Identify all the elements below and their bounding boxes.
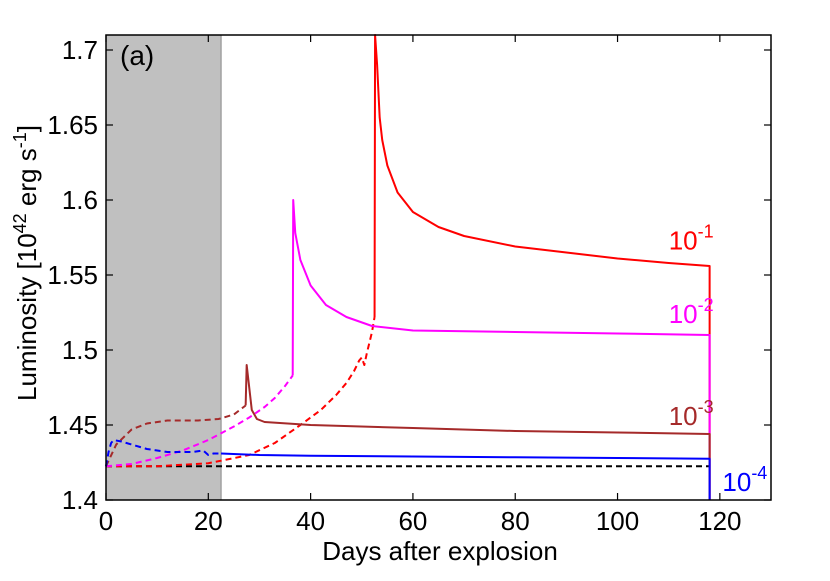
- series-1-solid-line: [373, 34, 711, 500]
- series-3-dashed-line: [105, 404, 247, 467]
- series-label-base: 10: [669, 299, 698, 329]
- y-axis-label-exp2: -1: [10, 132, 30, 148]
- y-axis-label-base: Luminosity [10: [12, 233, 42, 401]
- y-axis-label-end: ]: [12, 125, 42, 132]
- x-tick-label: 0: [99, 506, 113, 536]
- series-label-exponent: -4: [751, 463, 767, 483]
- series-4-solid-line: [221, 452, 711, 500]
- series-1-dashed-line: [106, 316, 376, 468]
- axes: 0 20 40 60 80 100 120 1.4 1.45 1.5 1.55 1.6 1.65 1.7: [47, 34, 772, 536]
- series-4-dashed-line: [105, 439, 222, 467]
- x-tick-label: 120: [698, 506, 741, 536]
- x-axis-label: Days after explosion: [322, 536, 558, 566]
- series-label-exponent: -1: [698, 222, 714, 242]
- series-label-base: 10: [669, 401, 698, 431]
- y-tick-label: 1.45: [47, 410, 98, 440]
- y-tick-label: 1.5: [62, 335, 98, 365]
- series-3-label: 10-3: [669, 397, 714, 431]
- y-tick-label: 1.7: [62, 35, 98, 65]
- series-label-base: 10: [722, 467, 751, 497]
- shaded-region: [105, 34, 222, 501]
- series-4-label: 10-4: [722, 463, 767, 497]
- series-3-solid-line: [244, 364, 711, 500]
- y-axis-label-exp1: 42: [10, 213, 30, 233]
- series-1-label: 10-1: [669, 222, 714, 256]
- x-tick-label: 60: [398, 506, 427, 536]
- series-2-label: 10-2: [669, 295, 714, 329]
- series-label-exponent: -3: [698, 397, 714, 417]
- plot-frame: [105, 34, 772, 501]
- x-tick-label: 40: [296, 506, 325, 536]
- y-tick-label: 1.55: [47, 260, 98, 290]
- y-tick-label: 1.4: [62, 485, 98, 515]
- x-tick-label: 80: [501, 506, 530, 536]
- series-label-exponent: -2: [698, 295, 714, 315]
- series-2-solid-line: [291, 199, 711, 500]
- y-tick-label: 1.65: [47, 110, 98, 140]
- panel-label: (a): [120, 40, 154, 71]
- plot-area: 10-110-210-310-4: [105, 34, 767, 501]
- y-tick-label: 1.6: [62, 185, 98, 215]
- y-axis-label: Luminosity [1042 erg s-1]: [10, 125, 42, 401]
- x-tick-label: 20: [194, 506, 223, 536]
- y-axis-label-mid: erg s: [12, 148, 42, 213]
- series-label-base: 10: [669, 226, 698, 256]
- x-tick-label: 100: [596, 506, 639, 536]
- series-2-dashed-line: [105, 374, 294, 468]
